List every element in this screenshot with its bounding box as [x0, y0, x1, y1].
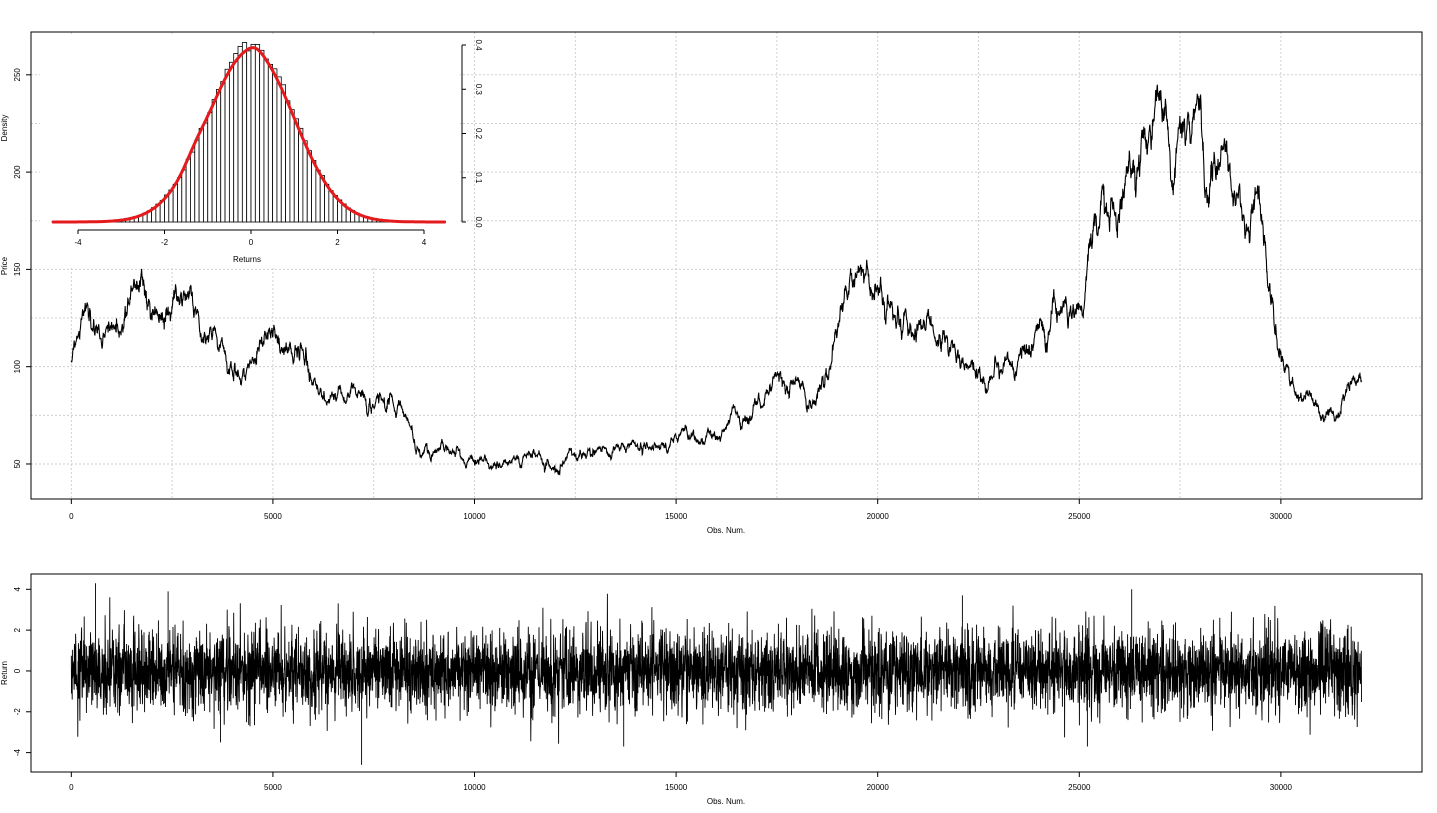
density-x-tick-label: 4	[422, 238, 427, 247]
return-y-tick-label: 4	[13, 587, 22, 592]
return-chart: 0 5000 10000 15000 20000 25000 30000 -4 -2 0 2 4 O…	[0, 573, 1423, 806]
return-x-tick-label: 20000	[867, 783, 890, 792]
density-y-tick-label: 0.3	[474, 84, 483, 96]
density-bar	[237, 46, 243, 223]
density-bar	[315, 169, 321, 223]
density-bar	[272, 68, 278, 223]
price-series	[70, 84, 1363, 476]
return-x-axis: 0 5000 10000 15000 20000 25000 30000	[69, 772, 1293, 792]
density-bar	[298, 127, 304, 223]
density-y-axis-title: Density	[0, 115, 9, 142]
density-bar	[285, 100, 291, 223]
price-plot-frame	[30, 31, 1423, 500]
density-bar	[220, 81, 226, 223]
density-x-tick-label: -4	[74, 238, 82, 247]
price-x-axis-title: Obs. Num.	[707, 526, 745, 535]
return-x-tick-label: 5000	[264, 783, 282, 792]
price-x-axis: 0 5000 10000 15000 20000 25000 30000	[69, 499, 1293, 521]
density-bar	[289, 109, 295, 223]
density-bar	[215, 89, 222, 223]
density-bar	[233, 53, 239, 223]
price-y-axis-title: Price	[0, 256, 9, 275]
density-bar	[211, 99, 217, 223]
return-y-tick-label: 0	[13, 668, 22, 673]
price-y-tick-label: 50	[13, 459, 22, 468]
density-bar	[263, 58, 269, 223]
price-x-tick-label: 30000	[1270, 512, 1293, 521]
density-x-axis-title: Returns	[233, 255, 261, 264]
density-bar	[203, 122, 209, 223]
density-bar	[246, 50, 252, 223]
return-plot-frame	[30, 573, 1423, 773]
price-x-tick-label: 5000	[264, 512, 282, 521]
return-y-tick-label: -4	[13, 749, 22, 757]
density-bar	[181, 169, 187, 223]
price-y-tick-label: 100	[13, 359, 22, 373]
price-x-tick-label: 25000	[1068, 512, 1091, 521]
density-bar	[306, 150, 312, 223]
price-x-tick-label: 10000	[463, 512, 486, 521]
density-bar	[302, 140, 308, 223]
density-bar	[194, 139, 200, 223]
density-bar	[250, 43, 256, 223]
return-line	[70, 583, 1362, 765]
density-bar	[276, 76, 282, 223]
density-bar	[311, 160, 317, 223]
density-bar	[267, 64, 274, 223]
price-y-axis: 50 100 150 200 250	[13, 68, 31, 468]
density-bar	[185, 158, 191, 223]
return-y-tick-label: -2	[13, 708, 22, 716]
density-x-tick-label: 2	[335, 238, 340, 247]
density-y-tick-label: 0.0	[474, 216, 483, 228]
price-chart: 0 5000 10000 15000 20000 25000 30000 50 100 150 2…	[0, 31, 1423, 535]
density-bar	[293, 118, 299, 223]
density-curve	[52, 46, 446, 224]
density-x-axis: -4 -2 0 2 4	[74, 229, 427, 247]
density-inset-chart: -4 -2 0 2 4 0.0 0.1 0.2 0.3 0.4 Returns Density	[0, 34, 483, 266]
return-x-tick-label: 15000	[665, 783, 688, 792]
return-y-tick-label: 2	[13, 627, 22, 632]
return-x-axis-title: Obs. Num.	[707, 797, 745, 806]
density-bar	[228, 61, 235, 223]
density-x-tick-label: 0	[249, 238, 254, 247]
return-x-tick-label: 10000	[463, 783, 486, 792]
price-y-tick-label: 250	[13, 68, 22, 82]
return-series	[70, 583, 1362, 765]
density-bar	[190, 151, 196, 223]
density-bar	[177, 177, 183, 223]
density-bar	[280, 84, 286, 223]
density-x-tick-label: -2	[161, 238, 169, 247]
density-bar	[254, 44, 261, 223]
price-x-tick-label: 20000	[867, 512, 890, 521]
density-bar	[241, 42, 248, 223]
price-x-tick-label: 15000	[665, 512, 688, 521]
density-bar	[324, 183, 330, 223]
price-line	[70, 84, 1363, 476]
return-y-axis-title: Return	[0, 661, 9, 685]
return-y-axis: -4 -2 0 2 4	[13, 587, 31, 757]
density-bar	[172, 183, 178, 223]
density-y-tick-label: 0.2	[474, 128, 483, 140]
price-y-tick-label: 200	[13, 165, 22, 179]
return-x-tick-label: 25000	[1068, 783, 1091, 792]
density-y-tick-label: 0.4	[474, 39, 483, 51]
density-y-tick-label: 0.1	[474, 172, 483, 184]
price-x-tick-label: 0	[69, 512, 74, 521]
density-bar	[207, 112, 213, 223]
price-gridlines	[31, 32, 1422, 499]
return-x-tick-label: 0	[69, 783, 74, 792]
return-x-tick-label: 30000	[1270, 783, 1293, 792]
density-bar	[198, 127, 204, 223]
price-y-tick-label: 150	[13, 262, 22, 276]
density-bar	[224, 68, 230, 223]
density-bar	[259, 49, 265, 223]
density-y-axis: 0.0 0.1 0.2 0.3 0.4	[461, 39, 483, 228]
